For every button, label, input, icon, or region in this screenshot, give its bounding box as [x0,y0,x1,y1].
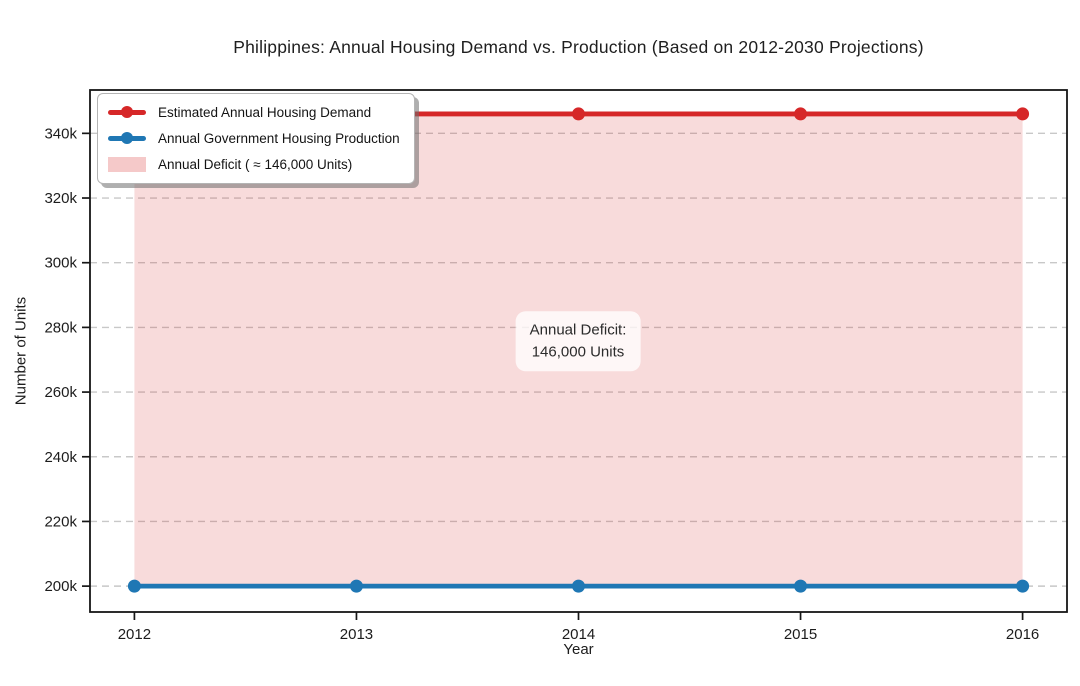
legend-label-production: Annual Government Housing Production [158,130,400,146]
chart-title: Philippines: Annual Housing Demand vs. P… [233,37,924,57]
y-axis-label: Number of Units [12,296,30,406]
production-marker [794,579,808,593]
x-tick-label: 2016 [1006,626,1039,643]
legend-label-deficit: Annual Deficit ( ≈ 146,000 Units) [158,156,353,172]
demand-line-swatch-icon [108,106,146,118]
demand-marker-icon [121,106,133,118]
legend-label-demand: Estimated Annual Housing Demand [158,104,372,120]
production-marker [572,579,585,593]
x-tick-label: 2014 [562,626,595,643]
y-tick-label: 220k [44,513,77,530]
deficit-annotation-line2: 146,000 Units [531,343,625,360]
y-tick-label: 320k [44,190,77,207]
y-tick-label: 200k [44,578,77,595]
legend-item-demand: Estimated Annual Housing Demand [108,102,400,122]
production-marker-icon [121,132,133,144]
y-tick-label: 340k [44,125,77,142]
production-marker [127,579,141,593]
deficit-annotation-line1: Annual Deficit: [529,321,627,339]
production-marker [349,579,363,593]
deficit-annotation: Annual Deficit: 146,000 Units [515,311,641,371]
x-tick-label: 2015 [784,626,817,643]
y-tick-label: 240k [44,449,77,466]
x-tick-label: 2013 [340,626,373,643]
deficit-patch-swatch-icon [108,156,146,172]
production-marker [1016,579,1030,593]
legend: Estimated Annual Housing Demand Annual G… [97,93,415,184]
demand-marker [794,107,808,121]
x-axis-label: Year [563,641,594,658]
legend-item-production: Annual Government Housing Production [108,128,400,148]
x-tick-label: 2012 [118,626,151,643]
y-tick-label: 280k [44,319,77,336]
demand-marker [1016,107,1030,121]
demand-marker [572,107,585,121]
y-tick-label: 260k [44,384,77,401]
legend-item-deficit: Annual Deficit ( ≈ 146,000 Units) [108,154,400,174]
y-tick-label: 300k [44,255,77,272]
production-line-swatch-icon [108,132,146,144]
